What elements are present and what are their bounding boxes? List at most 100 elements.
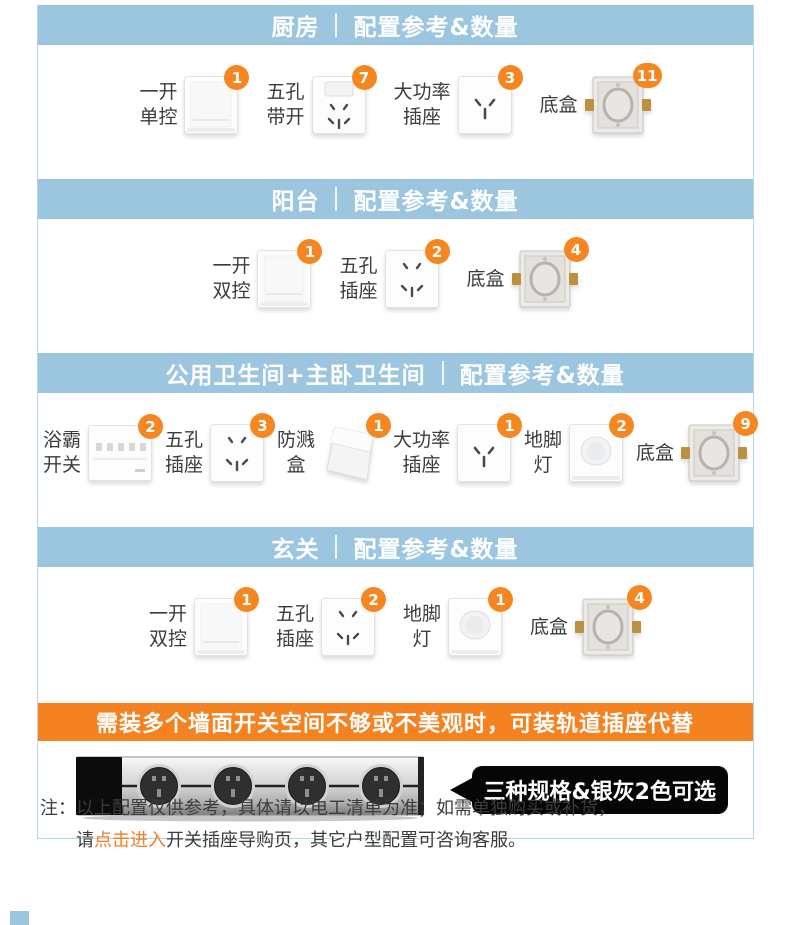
count-badge: 4 [627, 585, 653, 610]
config-item: 一开 单控 1 [139, 65, 250, 134]
socket5-icon [209, 424, 264, 482]
wall-box-icon [511, 248, 578, 310]
socket3-icon [457, 76, 512, 134]
item-label: 防溅盒 [276, 429, 315, 476]
item-label: 底盒 [636, 441, 675, 464]
count-badge: 4 [563, 237, 589, 262]
item-label: 一开 单控 [139, 81, 178, 128]
items-row: 浴霸 开关 2 五孔 插座 3 防溅盒 1 大功率 插座 1 地脚灯 2 底盒 9 [38, 393, 759, 521]
config-item: 底盒 4 [530, 585, 653, 658]
header-divider [441, 361, 444, 385]
bath-switch-icon [87, 425, 152, 481]
item-icon-wrap: 2 [321, 587, 386, 656]
item-label: 浴霸 开关 [42, 429, 81, 476]
config-item: 大功率 插座 1 [393, 413, 523, 482]
item-label: 底盒 [539, 93, 578, 116]
track-socket-image [75, 754, 424, 826]
track-socket-banner: 需装多个墙面开关空间不够或不美观时，可装轨道插座代替 [37, 703, 753, 741]
config-item: 底盒 9 [636, 411, 759, 484]
room-title: 玄关 [271, 537, 320, 563]
item-label: 五孔 带开 [266, 81, 305, 128]
single-switch-icon [257, 250, 312, 308]
track-socket-2 [210, 763, 255, 808]
socket5-icon [321, 598, 375, 656]
wall-box-icon [584, 74, 651, 136]
config-item: 五孔 带开 7 [266, 65, 377, 134]
count-badge: 1 [297, 239, 323, 264]
room-section: 厨房 配置参考&数量 一开 单控 1 五孔 带开 7 大功率 插座 3 底盒 11 [37, 5, 753, 173]
item-label: 地脚灯 [403, 603, 442, 650]
config-item: 五孔 插座 3 [165, 413, 275, 482]
item-label: 底盒 [466, 267, 505, 290]
count-badge: 1 [488, 587, 514, 612]
section-header: 玄关 配置参考&数量 [37, 527, 753, 567]
single-switch-icon [193, 598, 248, 656]
wall-box-icon [575, 596, 642, 658]
section-header: 阳台 配置参考&数量 [37, 179, 753, 219]
item-icon-wrap: 9 [681, 411, 759, 484]
config-item: 底盒 11 [539, 63, 662, 136]
track-socket-4 [358, 763, 403, 808]
header-suffix: 配置参考&数量 [353, 15, 519, 41]
item-label: 底盒 [530, 615, 569, 638]
count-badge: 2 [424, 239, 450, 264]
header-divider [335, 535, 338, 559]
socket5-switch-icon [311, 76, 366, 134]
room-title: 公用卫生间+主卧卫生间 [165, 363, 426, 389]
item-icon-wrap: 1 [448, 587, 514, 656]
spec-callout: 三种规格&银灰2色可选 [449, 765, 728, 814]
callout-bubble: 三种规格&银灰2色可选 [471, 765, 728, 814]
guide-page-link[interactable]: 点击进入 [94, 830, 166, 852]
foot-light-icon [448, 598, 503, 656]
room-title: 阳台 [271, 189, 320, 215]
count-badge: 1 [366, 413, 391, 438]
item-icon-wrap: 2 [569, 413, 635, 482]
item-icon-wrap: 3 [457, 65, 523, 134]
note-body: 以上配置仅供参考，具体请以电工清单为准；如需单独购买或补货， 请点击进入开关插座… [76, 793, 616, 858]
items-row: 一开 单控 1 五孔 带开 7 大功率 插座 3 底盒 11 [38, 45, 753, 173]
count-badge: 9 [733, 411, 759, 436]
single-switch-icon [184, 76, 239, 134]
config-item: 五孔 插座 2 [276, 587, 386, 656]
splash-cover-icon [322, 424, 380, 482]
count-badge: 1 [497, 413, 523, 438]
header-suffix: 配置参考&数量 [459, 363, 625, 389]
count-badge: 1 [233, 587, 259, 612]
header-suffix: 配置参考&数量 [353, 189, 519, 215]
track-socket-1 [136, 763, 181, 808]
item-label: 大功率 插座 [393, 429, 451, 476]
items-row: 一开 双控 1 五孔 插座 2 底盒 4 [38, 219, 753, 347]
item-icon-wrap: 2 [384, 239, 450, 308]
config-item: 五孔 插座 2 [339, 239, 450, 308]
item-label: 五孔 插座 [339, 255, 378, 302]
header-divider [335, 187, 338, 211]
item-icon-wrap: 1 [257, 239, 323, 308]
item-label: 地脚灯 [524, 429, 563, 476]
item-label: 一开 双控 [148, 603, 187, 650]
count-badge: 3 [249, 413, 275, 438]
count-badge: 7 [351, 65, 377, 90]
item-label: 大功率 插座 [393, 81, 451, 128]
config-item: 防溅盒 1 [276, 413, 391, 482]
item-icon-wrap: 11 [584, 63, 662, 136]
item-icon-wrap: 2 [87, 414, 163, 481]
item-icon-wrap: 1 [322, 413, 391, 482]
room-sections: 厨房 配置参考&数量 一开 单控 1 五孔 带开 7 大功率 插座 3 底盒 11 阳台 配置参考&… [37, 5, 759, 695]
config-item: 一开 双控 1 [148, 587, 259, 656]
item-icon-wrap: 3 [209, 413, 275, 482]
note-prefix: 注： [40, 798, 76, 819]
switch-config-module: 厨房 配置参考&数量 一开 单控 1 五孔 带开 7 大功率 插座 3 底盒 11 阳台 配置参考&… [36, 5, 759, 839]
note-line1: 以上配置仅供参考，具体请以电工清单为准；如需单独购买或补货， [76, 798, 616, 819]
count-badge: 2 [609, 413, 635, 438]
config-item: 大功率 插座 3 [393, 65, 523, 134]
room-title: 厨房 [271, 15, 320, 41]
count-badge: 1 [224, 65, 250, 90]
count-badge: 2 [361, 587, 386, 612]
item-icon-wrap: 4 [511, 237, 589, 310]
room-section: 公用卫生间+主卧卫生间 配置参考&数量 浴霸 开关 2 五孔 插座 3 防溅盒 1 大功率 插座 1… [37, 353, 759, 521]
count-badge: 2 [137, 414, 163, 439]
count-badge: 3 [497, 65, 523, 90]
config-item: 地脚灯 2 [524, 413, 635, 482]
config-item: 底盒 4 [466, 237, 589, 310]
arrow-left-icon [449, 776, 474, 803]
